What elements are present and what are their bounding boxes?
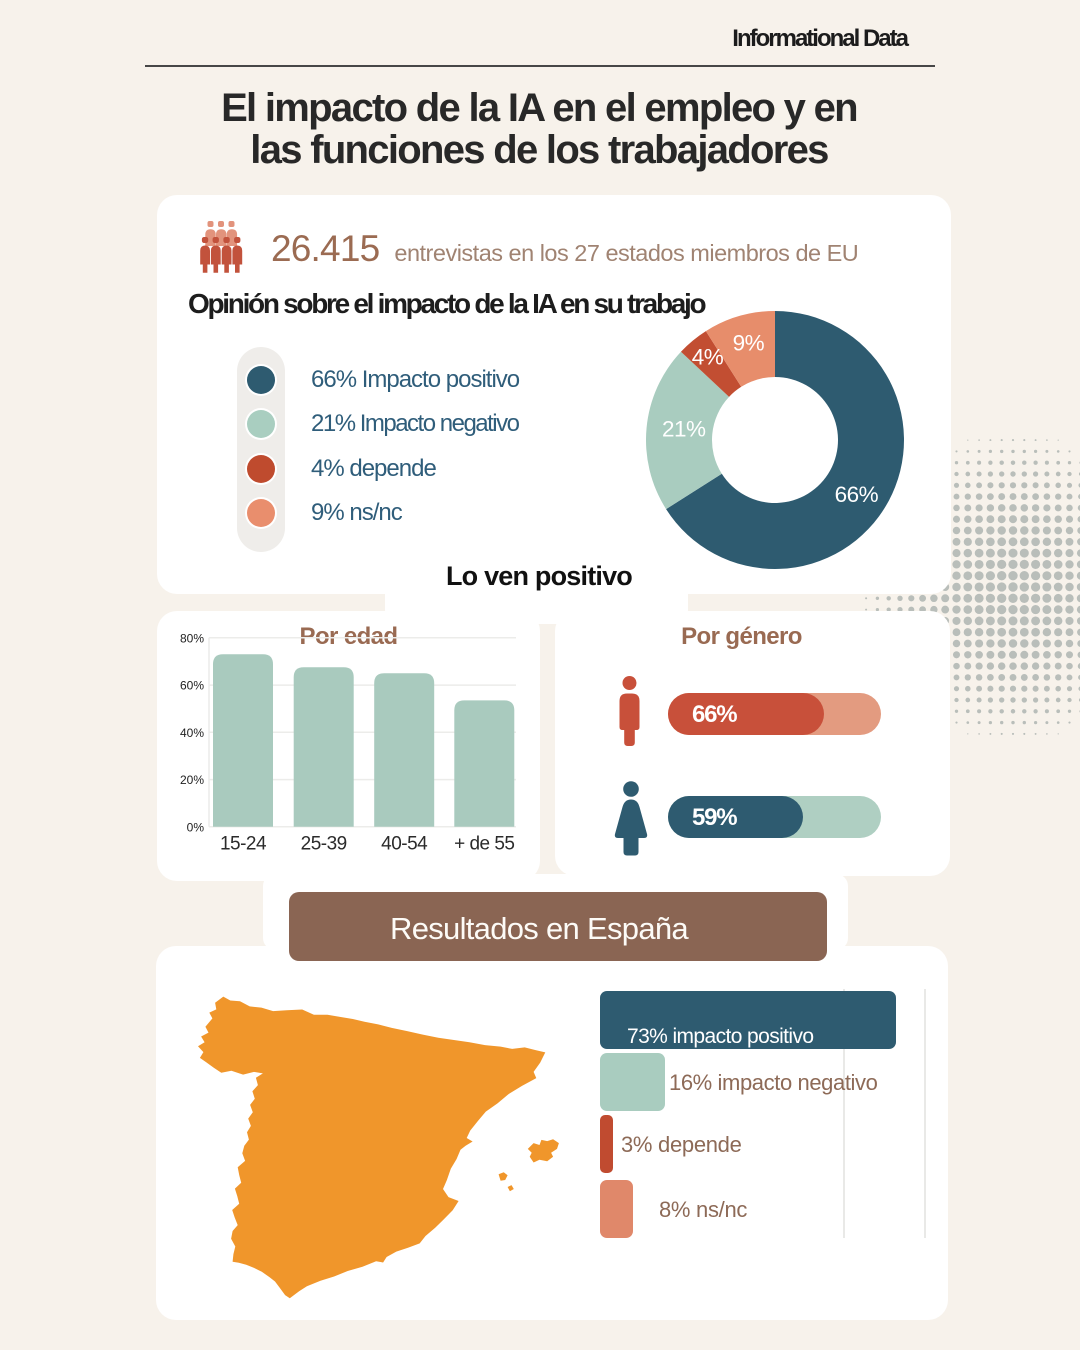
svg-text:+ de 55: + de 55 <box>454 834 514 855</box>
svg-text:40%: 40% <box>180 726 204 740</box>
svg-text:80%: 80% <box>180 631 204 645</box>
svg-text:9%: 9% <box>733 330 765 355</box>
svg-text:40-54: 40-54 <box>381 834 428 855</box>
svg-text:66%: 66% <box>835 482 879 507</box>
svg-text:60%: 60% <box>180 679 204 693</box>
svg-text:21%: 21% <box>662 417 706 442</box>
svg-text:15-24: 15-24 <box>220 834 267 855</box>
svg-text:4%: 4% <box>692 344 724 369</box>
svg-text:20%: 20% <box>180 773 204 787</box>
svg-text:0%: 0% <box>187 820 205 834</box>
svg-text:25-39: 25-39 <box>301 834 347 855</box>
